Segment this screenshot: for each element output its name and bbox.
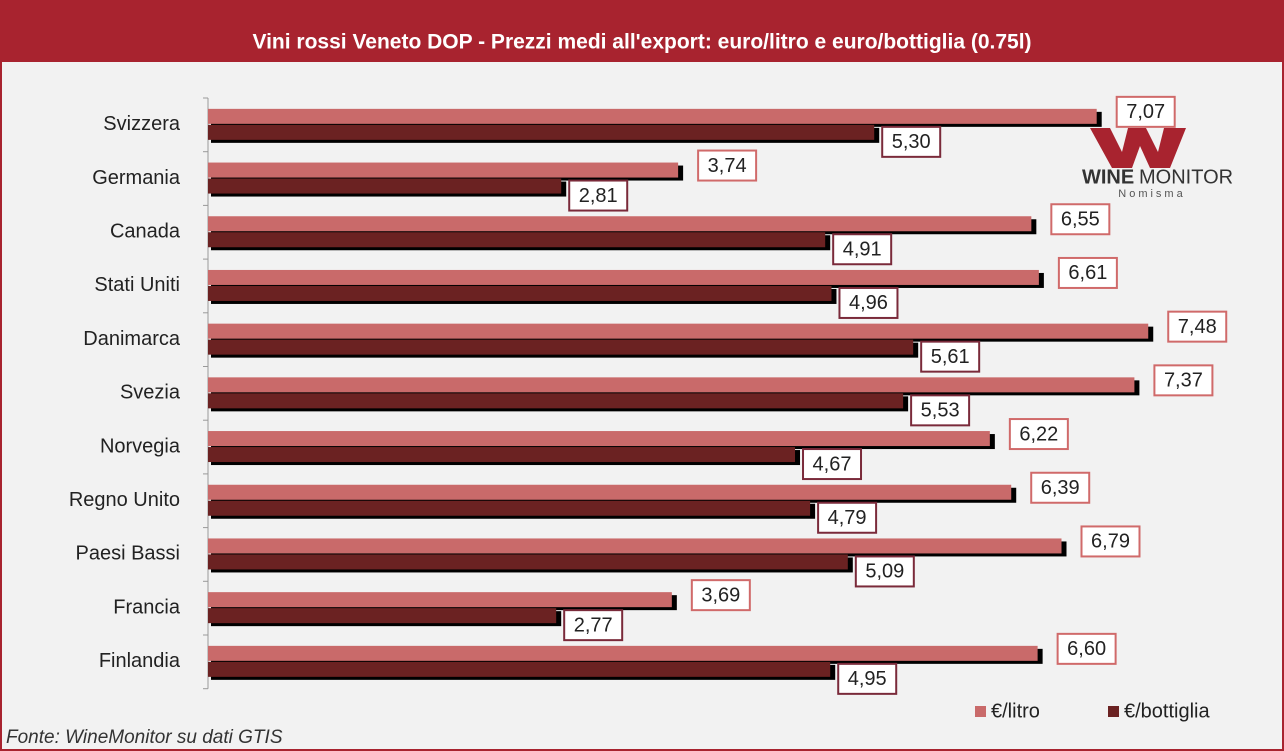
logo-monitor: MONITOR — [1139, 166, 1233, 188]
bar — [208, 592, 672, 608]
value-label: 3,69 — [701, 584, 740, 606]
value-label-box — [1080, 525, 1141, 558]
legend-label: €/bottiglia — [1124, 700, 1210, 722]
value-label: 4,67 — [813, 453, 852, 475]
category-label: Francia — [113, 596, 181, 618]
bar — [208, 447, 796, 463]
legend-swatch — [1108, 706, 1119, 717]
value-label-box — [817, 501, 878, 534]
value-label: 7,07 — [1126, 101, 1165, 123]
bar — [208, 216, 1032, 232]
category-label: Germania — [92, 167, 181, 189]
category-label: Canada — [110, 221, 181, 243]
logo-mark — [1090, 128, 1186, 168]
value-label: 3,74 — [708, 155, 747, 177]
value-label: 6,39 — [1041, 477, 1080, 499]
bar — [208, 538, 1062, 554]
value-label-box — [1030, 471, 1091, 504]
category-label: Finlandia — [99, 650, 181, 672]
bar — [208, 108, 1097, 124]
bar — [208, 645, 1038, 661]
bar — [208, 323, 1149, 339]
value-label-box — [563, 609, 624, 642]
category-label: Svizzera — [103, 113, 181, 135]
bar — [208, 661, 831, 677]
value-label: 5,61 — [931, 346, 970, 368]
value-label: 7,37 — [1164, 370, 1203, 392]
category-label: Norvegia — [100, 435, 181, 457]
bar — [208, 554, 848, 570]
category-label: Svezia — [120, 382, 181, 404]
value-label-box — [1153, 364, 1214, 397]
value-label: 6,60 — [1067, 638, 1106, 660]
bar — [208, 162, 679, 178]
value-label: 6,55 — [1061, 209, 1100, 231]
bar — [208, 500, 811, 516]
bar — [208, 124, 875, 140]
value-label: 2,81 — [579, 185, 618, 207]
value-label: 4,96 — [849, 292, 888, 314]
bar — [208, 269, 1039, 285]
legend-label: €/litro — [991, 700, 1040, 722]
value-label: 6,22 — [1019, 423, 1058, 445]
value-label: 4,95 — [848, 668, 887, 690]
bar — [208, 339, 914, 355]
value-label: 6,61 — [1068, 262, 1107, 284]
value-label: 5,30 — [892, 131, 931, 153]
value-label: 5,09 — [865, 561, 904, 583]
logo-brand: Nomisma — [1118, 188, 1185, 200]
value-label-box — [1115, 95, 1176, 128]
value-label: 2,77 — [574, 614, 613, 636]
bar — [208, 232, 826, 248]
value-label-box — [1167, 310, 1228, 343]
bar — [208, 377, 1135, 393]
value-label-box — [832, 233, 893, 266]
value-label: 7,48 — [1178, 316, 1217, 338]
value-label: 6,79 — [1091, 531, 1130, 553]
chart-title: Vini rossi Veneto DOP - Prezzi medi all'… — [252, 31, 1031, 54]
bar — [208, 431, 990, 447]
value-label-box — [854, 555, 915, 588]
value-label-box — [1008, 418, 1069, 451]
value-label-box — [1056, 632, 1117, 665]
value-label-box — [838, 286, 899, 319]
value-label-box — [1050, 203, 1111, 236]
value-label-box — [910, 394, 971, 427]
value-label: 4,79 — [828, 507, 867, 529]
bar — [208, 285, 832, 301]
legend-swatch — [975, 706, 986, 717]
source: Fonte: WineMonitor su dati GTIS — [6, 727, 283, 748]
value-label-box — [881, 125, 942, 158]
bar — [208, 178, 562, 194]
value-label-box — [697, 149, 758, 182]
value-label: 4,91 — [843, 239, 882, 261]
value-label-box — [1057, 256, 1118, 289]
title-bar — [0, 0, 1284, 62]
category-label: Stati Uniti — [94, 274, 180, 296]
bar — [208, 393, 904, 409]
category-label: Regno Unito — [69, 489, 180, 511]
bar — [208, 608, 557, 624]
logo-wine: WINE — [1082, 166, 1134, 188]
value-label-box — [837, 662, 898, 695]
category-label: Paesi Bassi — [76, 543, 181, 565]
value-label: 5,53 — [921, 400, 960, 422]
logo: WINE MONITOR Nomisma — [1082, 128, 1233, 200]
bar — [208, 484, 1012, 500]
value-label-box — [920, 340, 981, 373]
value-label-box — [802, 448, 863, 481]
category-label: Danimarca — [83, 328, 181, 350]
value-label-box — [690, 579, 751, 612]
value-label-box — [568, 179, 629, 212]
